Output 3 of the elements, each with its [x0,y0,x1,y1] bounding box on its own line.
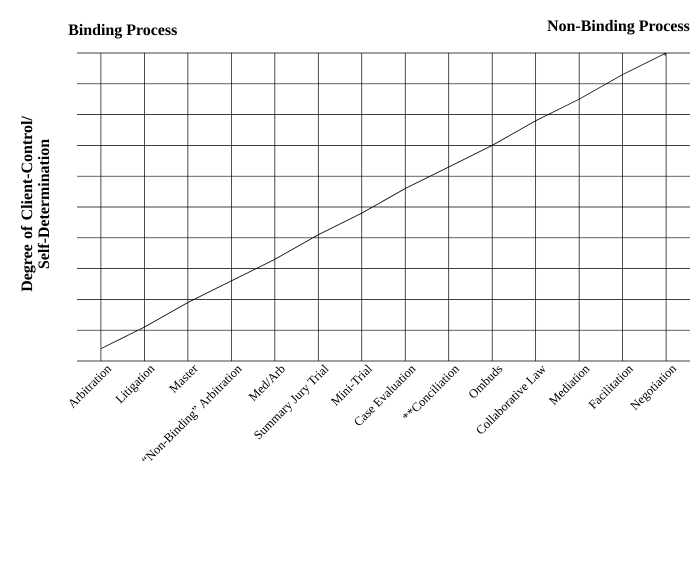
text: Binding Process [68,24,177,39]
y-axis-title: Degree of Client-Control/ Self-Determination [20,116,50,292]
text: Non-Binding Process [547,20,690,35]
